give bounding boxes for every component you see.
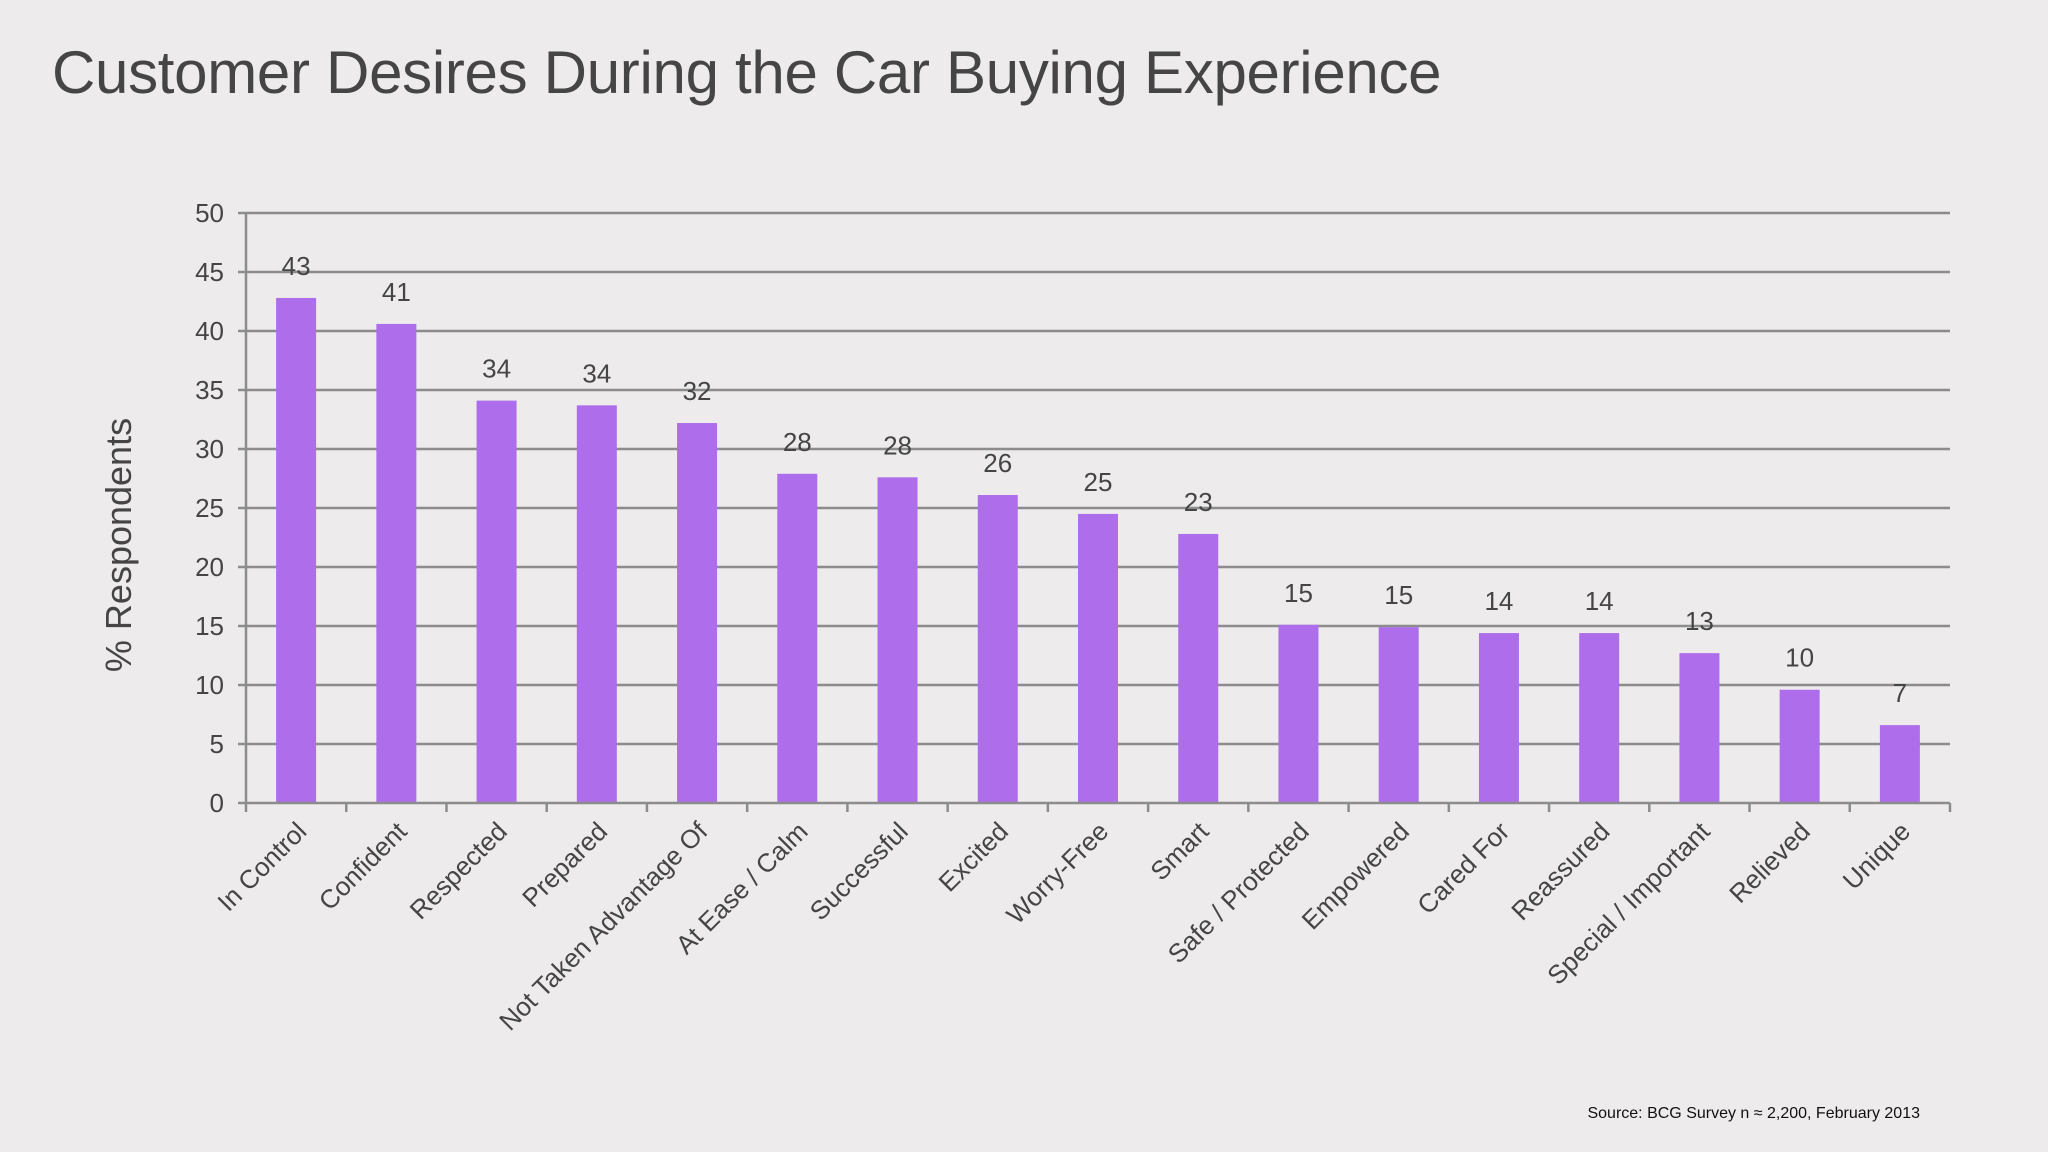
x-tick-label: Cared For xyxy=(1411,816,1515,920)
source-note: Source: BCG Survey n ≈ 2,200, February 2… xyxy=(1587,1105,1920,1122)
y-tick-label: 35 xyxy=(195,375,224,405)
y-tick-label: 5 xyxy=(210,729,224,759)
y-axis-title: % Respondents xyxy=(98,418,139,672)
y-tick-label: 10 xyxy=(195,670,224,700)
data-label: 34 xyxy=(482,354,511,384)
x-tick-label: Confident xyxy=(313,815,413,915)
bar xyxy=(1879,725,1920,803)
y-tick-label: 25 xyxy=(195,493,224,523)
bar xyxy=(376,323,417,803)
x-tick-label: Smart xyxy=(1144,815,1215,886)
bar xyxy=(1078,513,1118,803)
data-label: 28 xyxy=(783,427,812,457)
data-label: 34 xyxy=(582,358,611,388)
x-tick-label: In Control xyxy=(211,816,312,917)
y-tick-label: 20 xyxy=(195,552,224,582)
data-label: 13 xyxy=(1685,606,1714,636)
bar xyxy=(677,423,718,803)
data-label: 28 xyxy=(883,430,912,460)
data-label: 14 xyxy=(1484,586,1513,616)
x-tick-label: Unique xyxy=(1837,816,1916,895)
data-label: 15 xyxy=(1384,580,1413,610)
bar xyxy=(877,477,918,803)
bar xyxy=(777,473,818,803)
x-tick-label: Empowered xyxy=(1296,816,1415,935)
x-tick-label: Relieved xyxy=(1723,816,1816,909)
data-label: 7 xyxy=(1893,678,1907,708)
bar xyxy=(1178,533,1219,803)
bar xyxy=(276,297,317,803)
y-tick-label: 40 xyxy=(195,316,224,346)
bar xyxy=(1679,653,1720,803)
labels: 0 5 10 15 20 25 30 35 40 45 50 43 In Control 41 Confid… xyxy=(195,198,1916,1036)
x-tick-label: Respected xyxy=(404,816,513,925)
data-label: 10 xyxy=(1785,643,1814,673)
y-tick-label: 50 xyxy=(195,198,224,228)
bar xyxy=(576,405,617,803)
x-tick-label: Worry-Free xyxy=(1000,816,1114,930)
y-tick-label: 15 xyxy=(195,611,224,641)
bar-series xyxy=(276,297,1920,803)
bar xyxy=(1378,627,1419,803)
data-label: 26 xyxy=(983,448,1012,478)
slide-title: Customer Desires During the Car Buying E… xyxy=(52,39,1442,106)
bar xyxy=(1278,624,1319,803)
data-label: 32 xyxy=(683,376,712,406)
y-tick-label: 45 xyxy=(195,257,224,287)
data-label: 14 xyxy=(1585,586,1614,616)
x-tick-label: Reassured xyxy=(1505,816,1615,926)
bar xyxy=(1779,689,1820,803)
y-tick-label: 0 xyxy=(210,788,224,818)
data-label: 41 xyxy=(382,277,411,307)
bar xyxy=(1579,633,1620,803)
x-tick-label: Not Taken Advantage Of xyxy=(493,815,714,1036)
x-tick-label: Prepared xyxy=(516,816,613,913)
data-label: 43 xyxy=(282,251,311,281)
x-tick-label: Excited xyxy=(933,816,1015,898)
bar xyxy=(977,495,1018,803)
data-label: 25 xyxy=(1084,467,1113,497)
data-label: 15 xyxy=(1284,578,1313,608)
axes xyxy=(238,211,1952,812)
bar xyxy=(476,400,517,803)
bar xyxy=(1478,633,1519,803)
y-tick-label: 30 xyxy=(195,434,224,464)
data-label: 23 xyxy=(1184,487,1213,517)
x-tick-label: Successful xyxy=(804,816,914,926)
